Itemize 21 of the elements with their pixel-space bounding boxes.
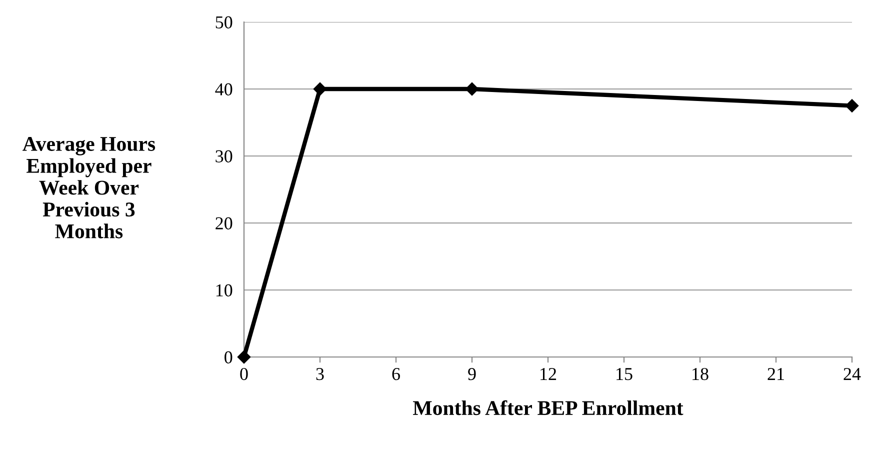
point	[465, 82, 479, 96]
x-tick-label: 24	[844, 368, 861, 380]
point	[237, 350, 251, 364]
y-axis-title: Average Hours Employed per Week Over Previous 3 Months	[22, 136, 156, 238]
x-tick-label: 21	[768, 368, 784, 380]
x-tick-label: 18	[692, 368, 708, 380]
y-tick-label: 20	[216, 217, 232, 230]
x-tick-label: 9	[468, 368, 476, 380]
x-tick-label: 15	[616, 368, 632, 380]
x-tick-label: 6	[392, 368, 400, 380]
x-axis-title: Months After BEP Enrollment	[413, 400, 684, 416]
y-tick-label: 10	[216, 284, 232, 296]
y-tick-label: 30	[216, 150, 232, 162]
point	[313, 82, 327, 96]
y-tick-label: 0	[224, 351, 232, 364]
x-tick-label: 0	[240, 368, 248, 380]
y-tick-label: 40	[215, 83, 232, 96]
y-tick-label: 50	[216, 16, 232, 28]
x-tick-label: 3	[316, 368, 324, 380]
point	[845, 99, 859, 112]
x-tick-label: 12	[540, 368, 556, 380]
